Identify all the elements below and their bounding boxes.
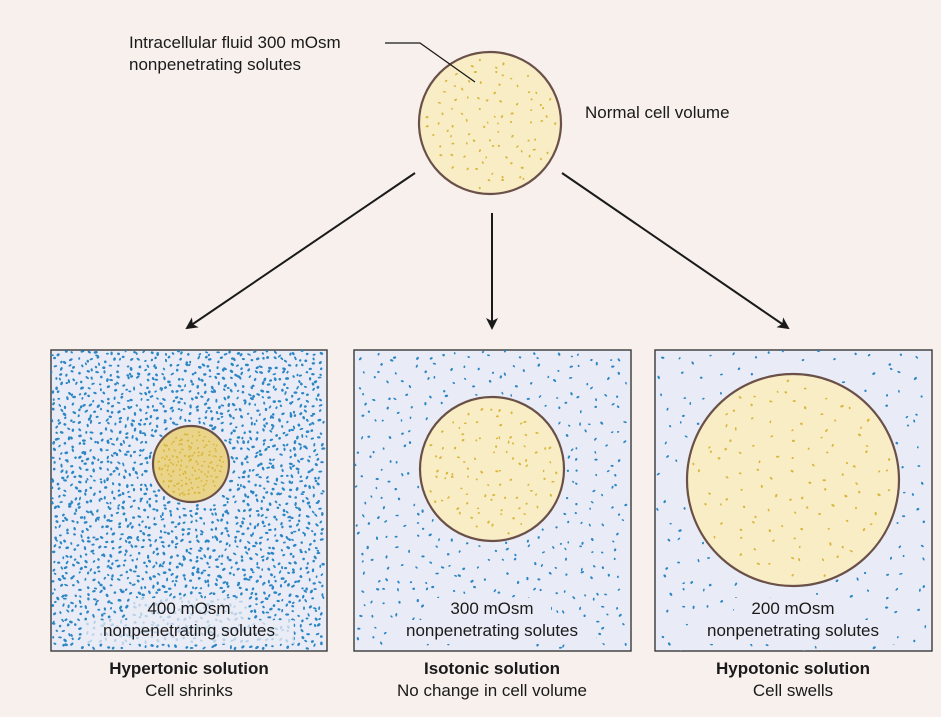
hypertonic-conc: 400 mOsm (147, 599, 231, 618)
normal-cell (417, 50, 563, 196)
hypotonic-conc-label: 200 mOsm nonpenetrating solutes (705, 598, 881, 642)
hypotonic-solutes: nonpenetrating solutes (706, 621, 880, 640)
arrow-to-hypertonic (185, 172, 416, 330)
isotonic-solutes: nonpenetrating solutes (405, 621, 579, 640)
hypertonic-subtitle: Cell shrinks (145, 681, 233, 700)
isotonic-conc: 300 mOsm (450, 599, 534, 618)
swollen-cell (685, 372, 901, 588)
arrow-to-hypotonic (561, 172, 790, 330)
hypertonic-title: Hypertonic solution (109, 659, 269, 678)
swollen-cell-solute-dots (692, 379, 891, 577)
intracellular-label-line1: Intracellular fluid 300 mOsm (129, 33, 341, 52)
intracellular-label-line2: nonpenetrating solutes (129, 55, 302, 74)
shrunken-cell-solute-dots (157, 431, 225, 496)
hypotonic-conc: 200 mOsm (751, 599, 835, 618)
hypertonic-solutes: nonpenetrating solutes (102, 621, 276, 640)
shrunken-cell (151, 424, 231, 504)
hypotonic-title: Hypotonic solution (716, 659, 870, 678)
label-leader-line (385, 42, 476, 83)
normal-cell-solute-dots (425, 58, 557, 190)
isotonic-conc-label: 300 mOsm nonpenetrating solutes (404, 598, 580, 642)
isotonic-subtitle: No change in cell volume (397, 681, 587, 700)
hypertonic-solute-dots (51, 350, 326, 651)
hypotonic-caption: Hypotonic solution Cell swells (714, 658, 872, 702)
hypotonic-subtitle: Cell swells (752, 681, 834, 700)
isotonic-cell (418, 395, 566, 543)
isotonic-cell-solute-dots (429, 408, 558, 535)
intracellular-label: Intracellular fluid 300 mOsm nonpenetrat… (129, 32, 341, 76)
isotonic-title: Isotonic solution (423, 659, 560, 678)
normal-volume-label: Normal cell volume (585, 103, 730, 122)
hypertonic-caption: Hypertonic solution Cell shrinks (107, 658, 271, 702)
hypertonic-conc-label: 400 mOsm nonpenetrating solutes (101, 598, 277, 642)
isotonic-caption: Isotonic solution No change in cell volu… (395, 658, 589, 702)
